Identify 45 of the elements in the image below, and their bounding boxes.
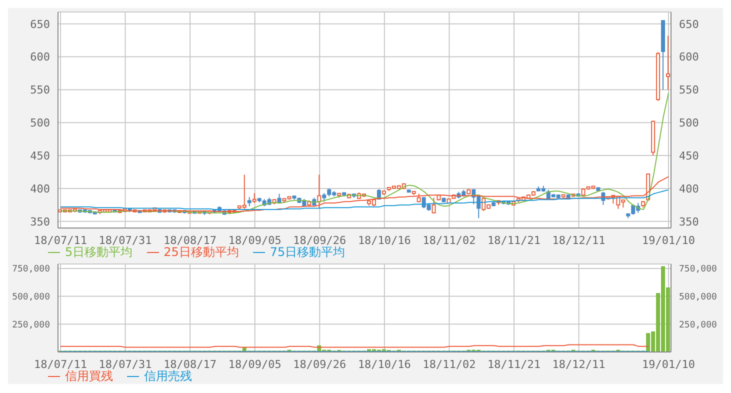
x-tick-label: 19/01/10 xyxy=(642,234,695,247)
y-tick-label: 600 xyxy=(30,50,50,64)
x-tick-label: 18/07/31 xyxy=(98,234,152,247)
x-tick-label: 18/08/17 xyxy=(164,234,217,247)
x-tick-label: 18/12/11 xyxy=(552,234,606,247)
legend-label: 5日移動平均 xyxy=(65,244,133,260)
y-tick-label: 750,000 xyxy=(12,264,50,275)
legend-label: 信用買残 xyxy=(65,368,113,384)
x-tick-label: 18/08/17 xyxy=(164,358,217,371)
y-tick-label: 400 xyxy=(30,182,50,196)
x-tick-label: 18/12/11 xyxy=(552,358,606,371)
legend-label: 25日移動平均 xyxy=(164,244,239,258)
legend-label: 信用売残 xyxy=(144,368,192,384)
x-tick-label: 18/11/02 xyxy=(422,234,476,247)
x-tick-label: 18/11/21 xyxy=(488,358,541,371)
y2-tick-label: 600 xyxy=(679,50,699,64)
x-tick-label: 19/01/10 xyxy=(642,358,695,371)
x-tick-label: 18/11/02 xyxy=(422,358,476,371)
x-tick-label: 18/07/11 xyxy=(34,234,87,247)
x-tick-label: 18/09/05 xyxy=(228,234,282,247)
y-tick-label: 650 xyxy=(30,18,50,31)
y2-tick-label: 500,000 xyxy=(679,292,717,302)
x-tick-label: 18/09/26 xyxy=(293,358,346,371)
y2-tick-label: 550 xyxy=(679,84,699,97)
y2-tick-label: 250,000 xyxy=(679,320,717,330)
x-tick-label: 18/07/11 xyxy=(34,358,87,371)
x-tick-label: 18/09/05 xyxy=(228,358,282,371)
x-tick-label: 18/11/21 xyxy=(488,234,541,247)
y2-tick-label: 400 xyxy=(679,182,699,196)
x-tick-label: 18/09/26 xyxy=(293,234,346,247)
y-tick-label: 250,000 xyxy=(12,320,50,330)
y-tick-label: 500 xyxy=(30,116,50,130)
y-tick-label: 500,000 xyxy=(12,292,50,302)
y2-tick-label: 750,000 xyxy=(679,264,717,275)
y2-tick-label: 500 xyxy=(679,116,699,130)
x-tick-label: 18/10/16 xyxy=(358,234,411,247)
legend-label: 75日移動平均 xyxy=(270,244,346,260)
y2-tick-label: 650 xyxy=(679,18,699,31)
y2-tick-label: 350 xyxy=(679,215,699,228)
x-tick-label: 18/07/31 xyxy=(98,358,152,371)
x-tick-label: 18/10/16 xyxy=(358,358,411,371)
y-tick-label: 350 xyxy=(30,215,50,228)
y-tick-label: 450 xyxy=(30,149,50,162)
y2-tick-label: 450 xyxy=(679,149,699,162)
y-tick-label: 550 xyxy=(30,84,50,97)
